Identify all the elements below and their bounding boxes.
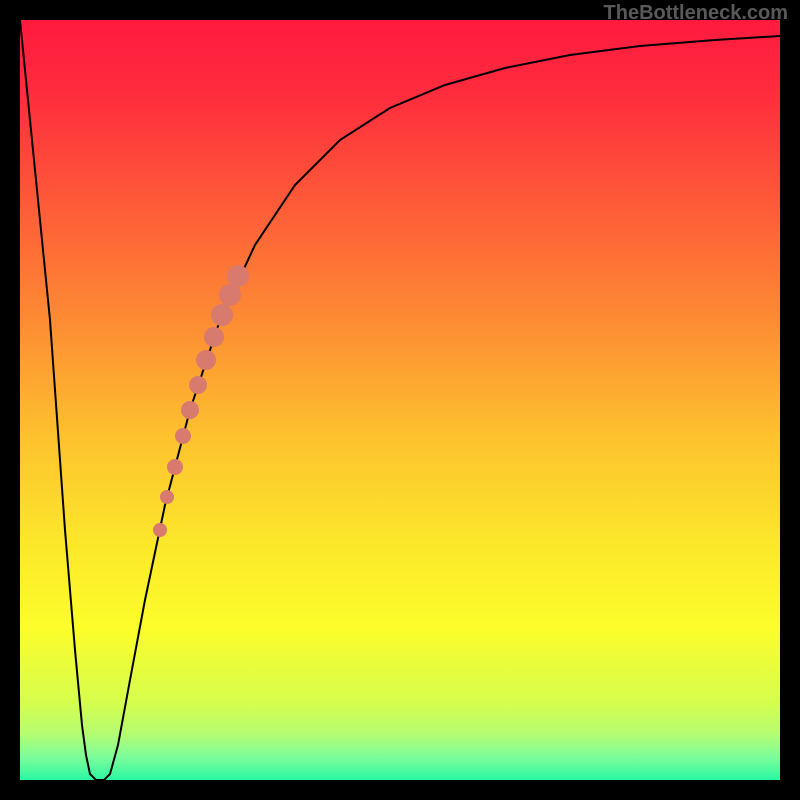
chart-background-gradient [20,20,780,780]
data-marker [175,428,191,444]
data-marker [160,490,174,504]
data-marker [204,327,224,347]
data-marker [153,523,167,537]
data-marker [167,459,183,475]
chart-svg [0,0,800,800]
watermark-text: TheBottleneck.com [604,2,788,25]
data-marker [181,401,199,419]
bottleneck-chart: TheBottleneck.com [0,0,800,800]
data-marker [219,284,241,306]
data-marker [227,265,249,287]
data-marker [189,376,207,394]
data-marker [196,350,216,370]
data-marker [211,304,233,326]
